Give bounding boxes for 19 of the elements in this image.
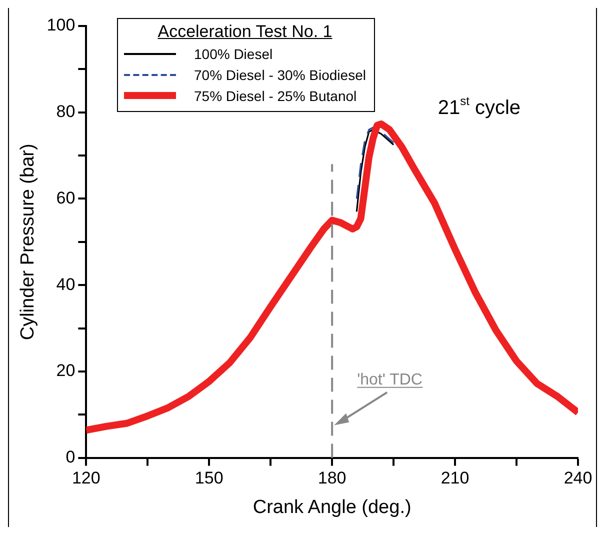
line-series	[356, 126, 394, 200]
y-tick-label: 60	[56, 188, 76, 208]
ref-line-label: 'hot' TDC	[357, 371, 422, 388]
legend-title: Acceleration Test No. 1	[156, 22, 334, 42]
legend-label: 75% Diesel - 25% Butanol	[194, 88, 357, 104]
x-tick-label: 150	[194, 468, 224, 488]
x-tick-label: 240	[564, 468, 592, 488]
y-tick-label: 0	[66, 447, 76, 466]
y-tick-label: 80	[56, 102, 76, 122]
y-tick-label: 100	[46, 16, 76, 35]
legend-label: 100% Diesel	[194, 46, 273, 62]
y-tick-label: 20	[56, 361, 76, 380]
legend-label: 70% Diesel - 30% Biodiesel	[194, 66, 366, 82]
x-tick-label: 210	[440, 468, 470, 488]
x-axis-title: Crank Angle (deg.)	[252, 496, 412, 518]
x-tick-label: 120	[72, 468, 100, 488]
x-tick-label: 180	[318, 468, 346, 488]
y-tick-label: 40	[56, 274, 76, 294]
y-axis-title: Cylinder Pressure (bar)	[18, 144, 39, 340]
